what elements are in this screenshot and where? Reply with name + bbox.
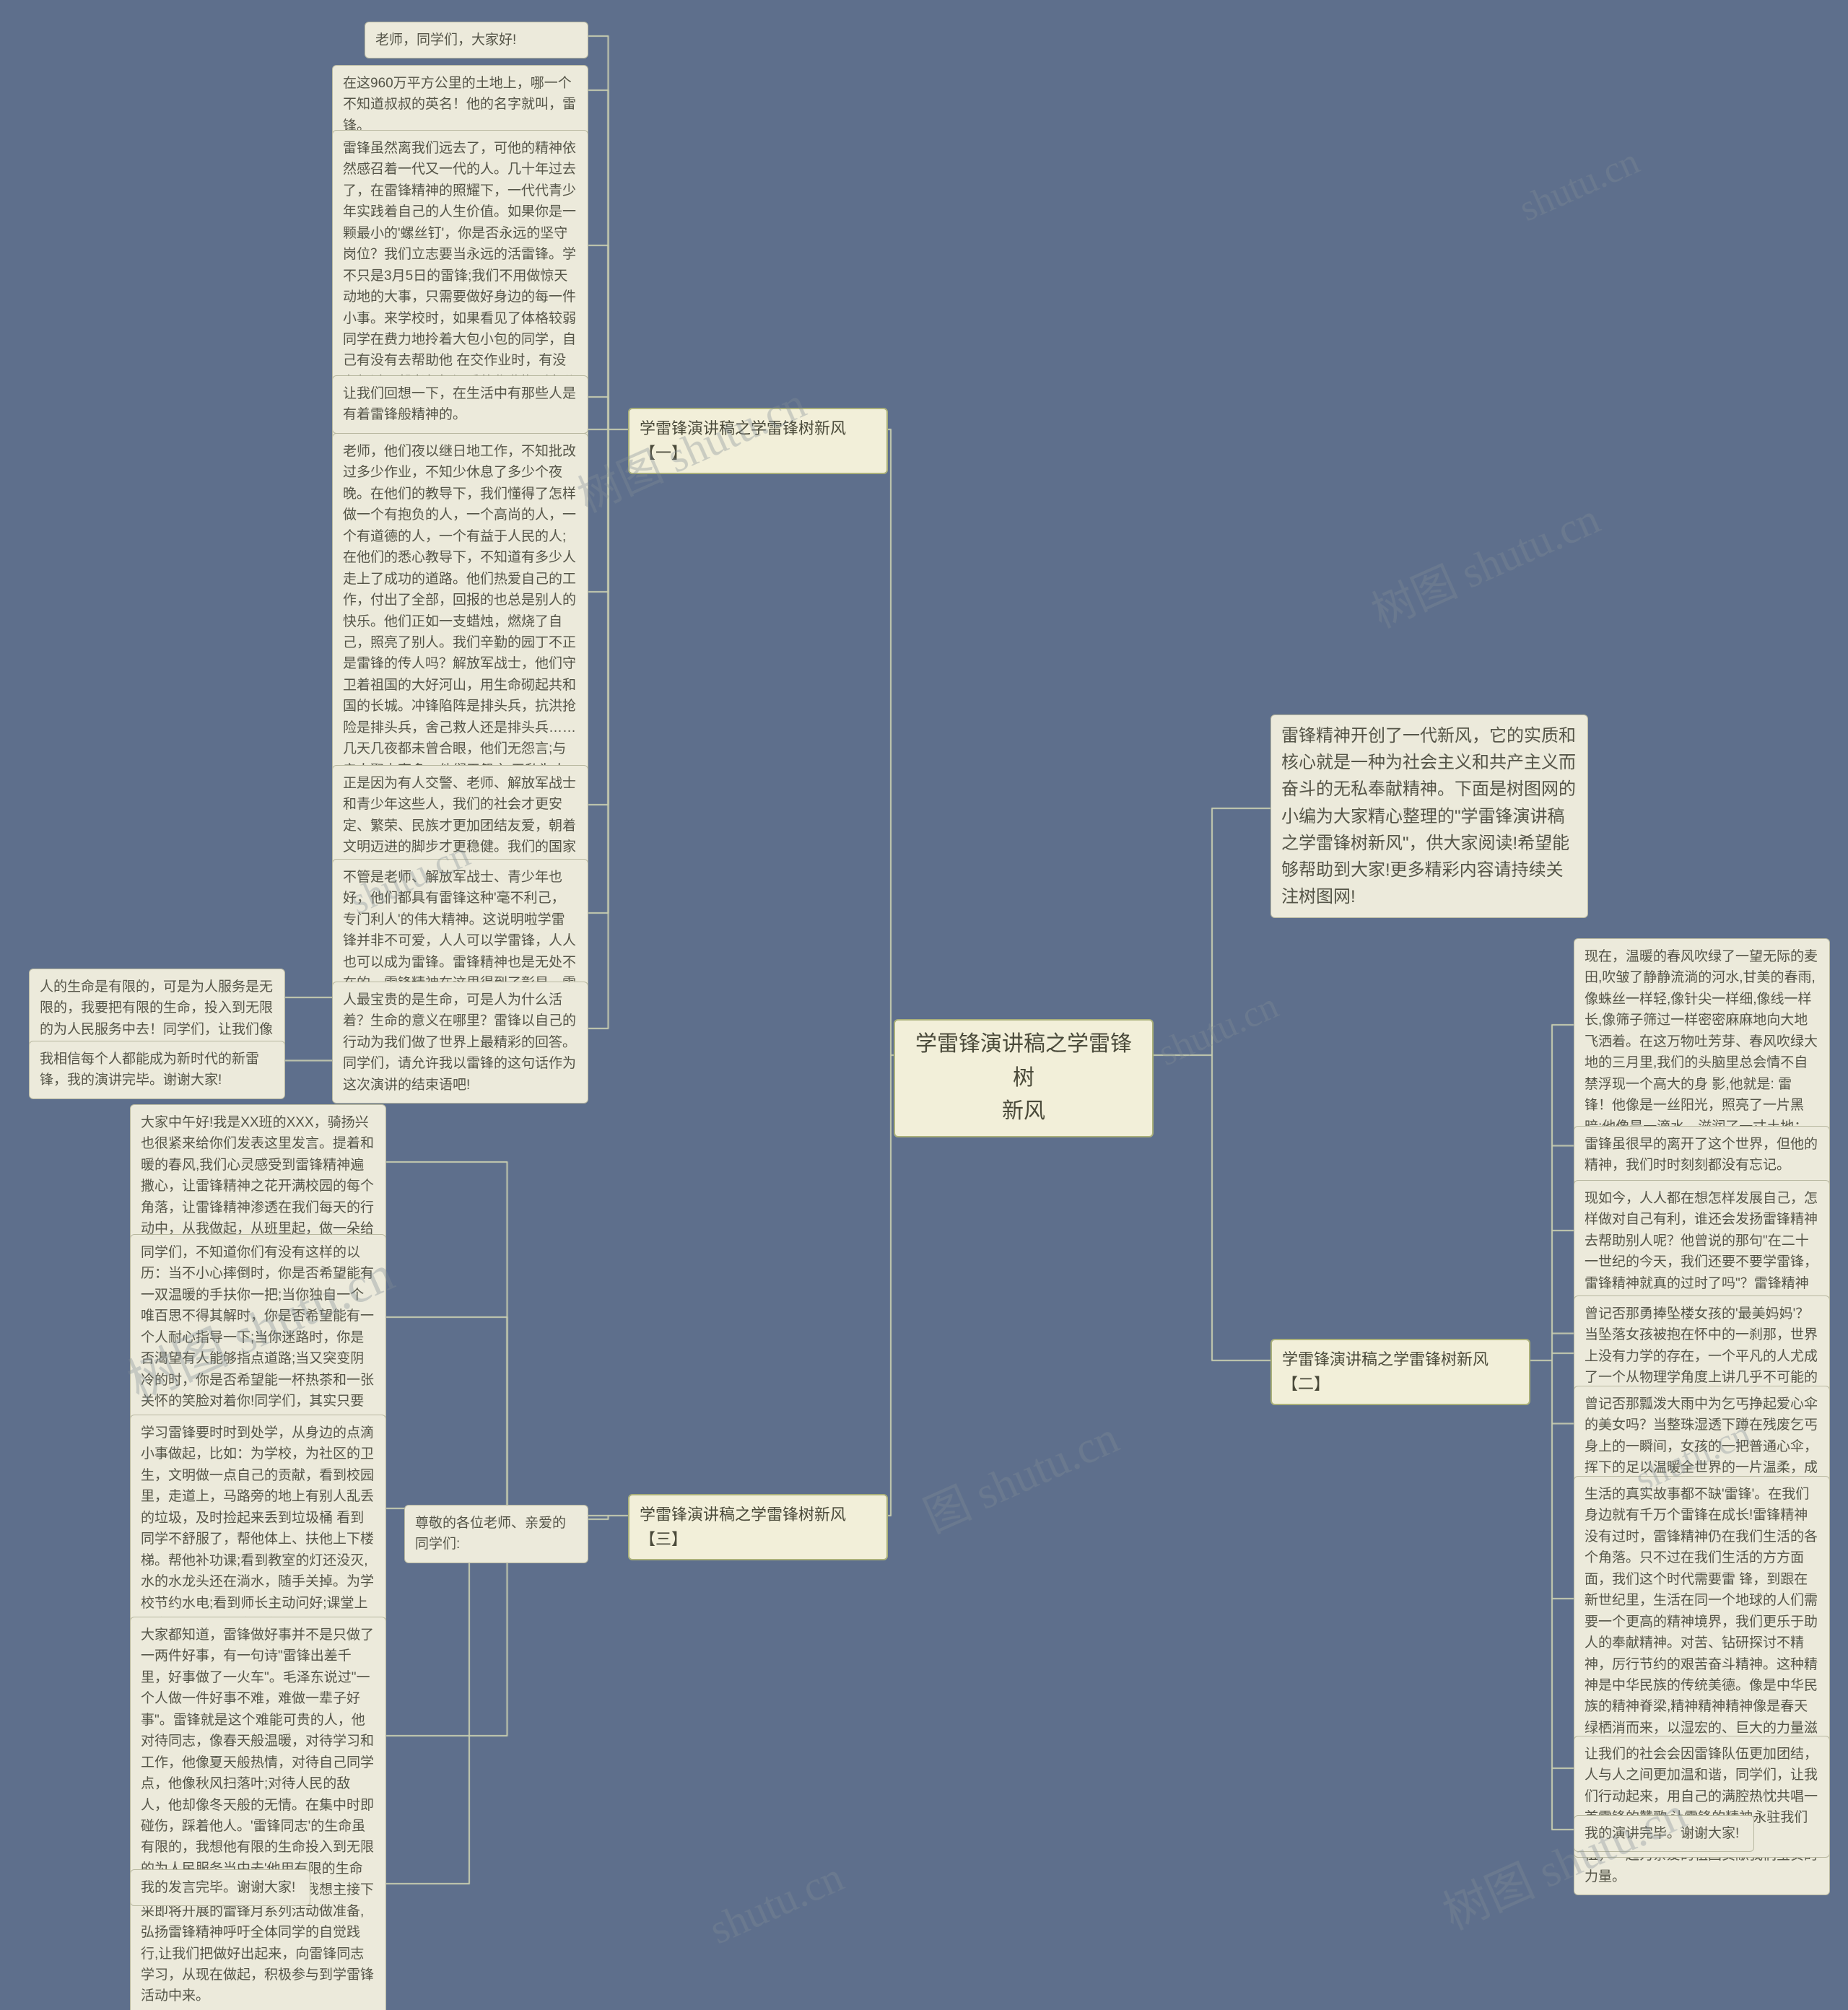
node-s1_9: 人最宝贵的是生命，可是人为什么活着？生命的意义在哪里？雷锋以自己的行动为我们做了… [332, 982, 588, 1104]
node-s2: 学雷锋演讲稿之学雷锋树新风【二】 [1270, 1339, 1530, 1405]
node-s3_5: 我的发言完毕。谢谢大家! [130, 1869, 310, 1906]
node-s2_2: 雷锋虽很早的离开了这个世界，但他的精神，我们时时刻刻都没有忘记。 [1574, 1126, 1830, 1184]
node-s1_4: 让我们回想一下，在生活中有那些人是有着雷锋般精神的。 [332, 375, 588, 434]
node-s1_10: 我相信每个人都能成为新时代的新雷锋，我的演讲完毕。谢谢大家! [29, 1041, 285, 1099]
node-root: 学雷锋演讲稿之学雷锋树 新风 [894, 1019, 1154, 1137]
node-s3_0: 尊敬的各位老师、亲爱的同学们: [404, 1505, 588, 1563]
node-intro: 雷锋精神开创了一代新风，它的实质和核心就是一种为社会主义和共产主义而奋斗的无私奉… [1270, 715, 1588, 918]
node-s2_8: 我的演讲完毕。谢谢大家! [1574, 1815, 1754, 1852]
node-s3_4: 大家都知道，雷锋做好事并不是只做了一两件好事，有一句诗"雷锋出差千里，好事做了一… [130, 1617, 386, 2010]
node-s3: 学雷锋演讲稿之学雷锋树新风【三】 [628, 1494, 888, 1560]
node-s1_1: 老师，同学们，大家好! [365, 22, 588, 58]
node-s1: 学雷锋演讲稿之学雷锋树新风【一】 [628, 408, 888, 474]
